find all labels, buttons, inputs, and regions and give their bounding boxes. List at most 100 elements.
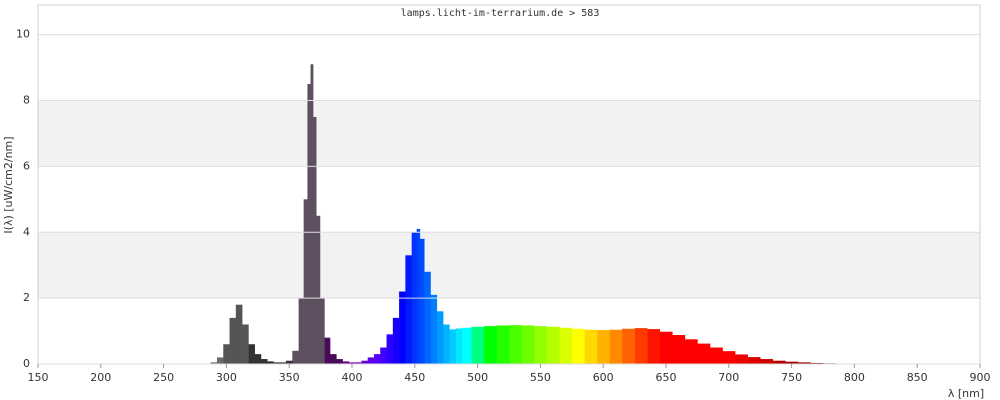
spectrum-bar — [267, 361, 274, 364]
spectrum-bar — [684, 339, 698, 364]
y-axis-label: I(λ) [uW/cm2/nm] — [2, 136, 15, 233]
spectrum-bar — [292, 350, 299, 364]
spectrum-bar — [534, 326, 547, 364]
x-tick-label: 150 — [28, 371, 49, 384]
spectrum-bar — [313, 116, 317, 364]
spectrum-bar — [355, 362, 362, 364]
spectrum-bar — [254, 354, 262, 364]
spectrum-bar — [330, 354, 337, 364]
spectrum-bar — [722, 351, 736, 364]
plot-frame — [37, 4, 981, 365]
spectrum-bar — [785, 361, 799, 364]
spectrum-bar — [461, 327, 472, 364]
y-tick-label: 8 — [23, 94, 30, 107]
spectrum-bar — [242, 324, 249, 364]
spectrum-bar — [286, 360, 293, 364]
spectrum-bar — [210, 362, 218, 364]
spectrum-bar — [416, 228, 421, 364]
x-tick-label: 550 — [530, 371, 551, 384]
x-tick-label: 200 — [90, 371, 111, 384]
x-tick-label: 300 — [216, 371, 237, 384]
spectrum-bar — [223, 344, 230, 364]
x-tick-label: 450 — [404, 371, 425, 384]
spectrum-bar — [443, 324, 450, 364]
spectrum-bar — [797, 362, 811, 364]
spectrum-bar — [216, 357, 224, 364]
spectrum-bar — [307, 84, 311, 364]
x-tick-label: 500 — [467, 371, 488, 384]
spectrum-bar — [336, 359, 343, 364]
y-tick-label: 0 — [23, 357, 30, 370]
spectrum-bar — [373, 354, 381, 364]
spectrum-bar — [634, 328, 648, 364]
x-tick-label: 900 — [970, 371, 991, 384]
spectrum-bar — [546, 326, 560, 364]
grid-band — [38, 232, 980, 299]
x-tick-label: 600 — [593, 371, 614, 384]
spectrum-bar — [419, 238, 425, 364]
spectrum-bar — [760, 359, 774, 364]
x-tick-label: 850 — [907, 371, 928, 384]
x-tick-label: 350 — [279, 371, 300, 384]
spectrum-bar — [260, 359, 268, 364]
spectrum-bar — [361, 360, 368, 364]
x-tick-label: 650 — [656, 371, 677, 384]
spectrum-bar — [310, 64, 314, 365]
spectrum-bar — [647, 329, 661, 364]
spectrum-bar — [672, 335, 686, 364]
spectrum-bar — [509, 325, 522, 364]
spectrum-bar — [521, 325, 535, 364]
spectrum-bar — [697, 343, 711, 364]
spectrum-bar — [248, 344, 255, 364]
spectrum-bar — [316, 215, 321, 364]
spectrum-bar — [772, 360, 786, 364]
x-tick-label: 700 — [718, 371, 739, 384]
x-tick-label: 400 — [342, 371, 363, 384]
spectrum-bar — [399, 291, 406, 364]
x-axis-label: λ [nm] — [948, 387, 984, 400]
x-tick-label: 750 — [781, 371, 802, 384]
y-tick-label: 6 — [23, 159, 30, 172]
spectrum-bar — [559, 327, 573, 364]
spectrum-bar — [609, 329, 623, 364]
spectrum-bar — [392, 317, 400, 364]
y-tick-label: 10 — [16, 28, 30, 41]
spectrum-bar — [449, 329, 456, 364]
spectrum-bar — [483, 326, 497, 364]
spectrum-bar — [324, 337, 331, 364]
x-tick-label: 800 — [844, 371, 865, 384]
spectrum-bar — [747, 357, 761, 364]
spectrum-bar — [430, 294, 438, 364]
spectrum-bar — [348, 362, 356, 364]
spectrum-bar — [367, 357, 375, 364]
spectrum-bar — [596, 330, 610, 364]
spectrum-bar — [386, 334, 394, 364]
x-tick-label: 250 — [153, 371, 174, 384]
spectrum-bar — [279, 362, 287, 364]
y-tick-label: 2 — [23, 291, 30, 304]
spectrum-bar — [571, 328, 585, 364]
spectrum-bar — [273, 362, 281, 364]
spectrum-bar — [659, 331, 673, 364]
spectrum-bar — [496, 325, 510, 364]
chart-title: lamps.licht-im-terrarium.de > 583 — [401, 8, 600, 19]
spectrum-bar — [229, 317, 237, 364]
spectrum-bar — [709, 347, 723, 364]
spectrum-bar — [303, 199, 308, 364]
spectrum-bar — [405, 255, 412, 364]
spectrum-bar — [622, 328, 635, 364]
spectrum-bar — [455, 328, 463, 364]
spectrum-bar — [319, 298, 325, 364]
y-tick-label: 4 — [23, 225, 30, 238]
spectrum-bar — [424, 271, 431, 364]
spectrum-bar — [735, 354, 748, 364]
spectrum-bar — [471, 326, 485, 364]
spectrum-bar — [380, 347, 387, 364]
spectrum-bar — [298, 298, 304, 364]
spectrum-bar — [436, 311, 444, 364]
spectrum-bar — [342, 361, 350, 364]
spectrum-bar — [235, 304, 243, 364]
grid-band — [38, 100, 980, 167]
spectrum-bar — [584, 329, 598, 364]
